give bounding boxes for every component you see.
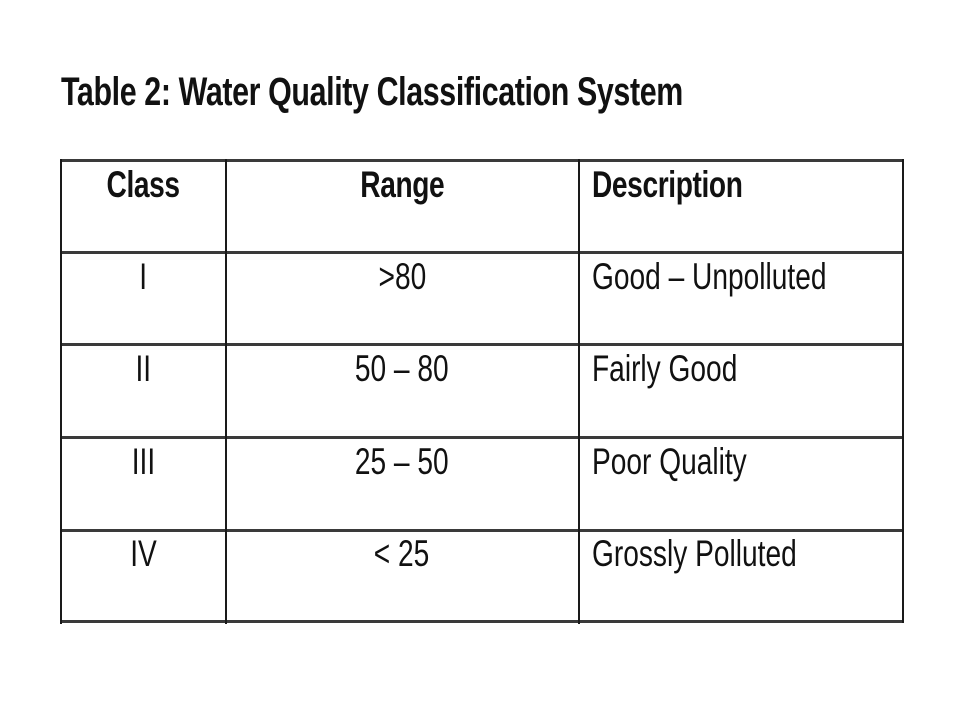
table-border-bottom	[60, 620, 904, 623]
table-row-1-range: >80	[226, 255, 578, 299]
range-value: 25 – 50	[355, 441, 449, 482]
column-divider	[578, 159, 580, 624]
table-row-2-range: 50 – 80	[226, 347, 578, 391]
description-value: Poor Quality	[592, 441, 747, 482]
class-value: I	[139, 256, 147, 297]
table-row-3-class: III	[60, 440, 226, 484]
header-class: Class	[60, 163, 226, 207]
table-caption: Table 2: Water Quality Classification Sy…	[61, 70, 683, 114]
header-range: Range	[226, 163, 578, 207]
class-value: IV	[129, 533, 157, 574]
table-border-top	[60, 159, 904, 162]
table-row-1-class: I	[60, 255, 226, 299]
table-row-3-description: Poor Quality	[592, 440, 892, 484]
description-value: Fairly Good	[592, 348, 738, 389]
class-value: III	[131, 441, 155, 482]
table-row-2-class: II	[60, 347, 226, 391]
table-row-2-description: Fairly Good	[592, 347, 892, 391]
description-value: Grossly Polluted	[592, 533, 797, 574]
class-value: II	[135, 348, 151, 389]
header-description-label: Description	[592, 164, 743, 205]
range-value: >80	[378, 256, 426, 297]
range-value: 50 – 80	[355, 348, 449, 389]
row-divider	[60, 343, 904, 346]
water-quality-table: Class Range Description I >80 Good – Unp…	[60, 159, 904, 624]
table-row-4-range: < 25	[226, 532, 578, 576]
table-row-3-range: 25 – 50	[226, 440, 578, 484]
table-row-4-description: Grossly Polluted	[592, 532, 892, 576]
range-value: < 25	[374, 533, 430, 574]
row-divider	[60, 529, 904, 532]
table-row-4-class: IV	[60, 532, 226, 576]
header-range-label: Range	[359, 164, 445, 205]
table-border-right	[902, 159, 904, 623]
column-divider	[225, 159, 227, 624]
header-description: Description	[592, 163, 892, 207]
row-divider	[60, 251, 904, 254]
table-row-1-description: Good – Unpolluted	[592, 255, 892, 299]
table-border-left	[60, 159, 62, 624]
header-class-label: Class	[106, 164, 180, 205]
description-value: Good – Unpolluted	[592, 256, 827, 297]
row-divider	[60, 436, 904, 439]
